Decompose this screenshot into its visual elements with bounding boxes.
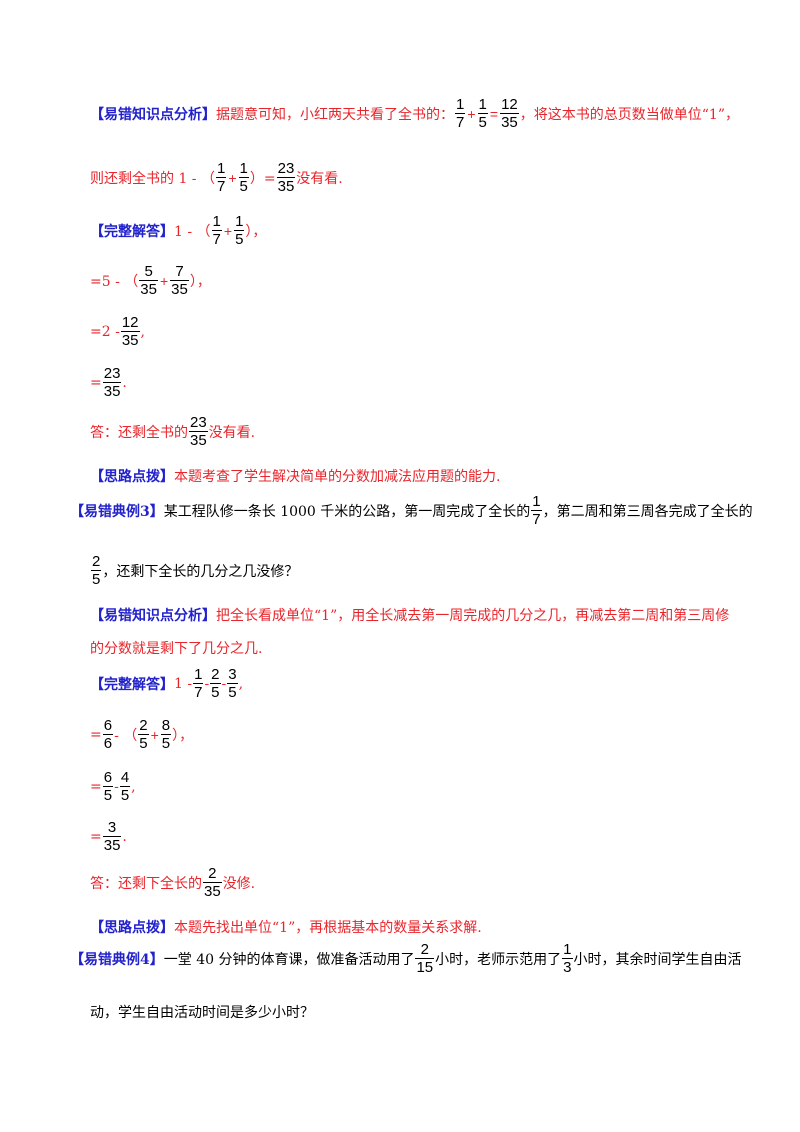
fraction: 2 15 [415, 941, 435, 976]
solution-line-3: =2 - 12 35 , [90, 314, 145, 349]
solution-line-4: = 23 35 . [90, 365, 127, 400]
fraction: 12 35 [500, 96, 519, 131]
example-4-line-2: 动，学生自由活动时间是多少小时？ [90, 1005, 314, 1021]
analysis-tag: 【易错知识点分析】 [90, 106, 216, 123]
analysis-text: 据题意可知，小红两天共看了全书的： [216, 106, 454, 123]
fraction: 23 35 [102, 365, 122, 400]
solution-line-2: =5 - （ 5 35 + 7 35 ）， [90, 263, 211, 298]
fraction: 7 35 [170, 263, 189, 298]
fraction: 2 35 [203, 865, 222, 900]
tip-tag: 【思路点拨】 [90, 469, 174, 485]
answer-line: 答：还剩全书的 23 35 没有看. [90, 414, 256, 449]
analysis-tag: 【易错知识点分析】 [90, 608, 216, 624]
example-4-tag: 【易错典例4】 [70, 951, 164, 968]
analysis-text-2: ，将这本书的总页数当做单位“1”， [519, 106, 739, 123]
example-3-tag: 【易错典例3】 [70, 503, 164, 520]
tip-line-3: 【思路点拨】 本题先找出单位“1”，再根据基本的数量关系求解. [90, 917, 482, 937]
answer-tag: 【完整解答】 [90, 676, 174, 693]
fraction: 3 35 [102, 819, 122, 854]
example-4-line-1: 【易错典例4】 一堂 40 分钟的体育课，做准备活动用了 2 15 小时，老师示范… [70, 941, 742, 976]
answer-3-line: 答：还剩下全长的 2 35 没修. [90, 865, 256, 900]
analysis-3-line-1: 【易错知识点分析】 把全长看成单位“1”，用全长减去第一周完成的几分之几，再减去… [90, 605, 729, 625]
fraction: 12 35 [120, 314, 140, 349]
tip-line-1: 【思路点拨】 本题考查了学生解决简单的分数加减法应用题的能力. [90, 466, 500, 486]
answer-tag: 【完整解答】 [90, 223, 174, 240]
tip-tag: 【思路点拨】 [90, 920, 174, 936]
fraction: 5 35 [139, 263, 158, 298]
analysis-3-line-2: 的分数就是剩下了几分之几. [90, 641, 263, 657]
fraction: 23 35 [189, 414, 208, 449]
fraction: 23 35 [276, 160, 296, 195]
solution-3-line-4: = 3 35 . [90, 819, 127, 854]
